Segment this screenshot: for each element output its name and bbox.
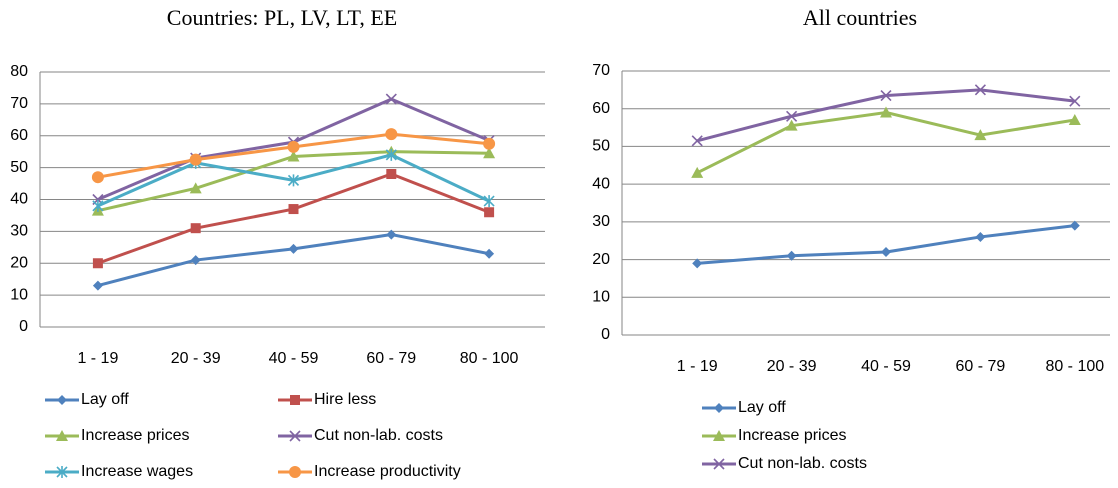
- data-point: [385, 128, 398, 141]
- legend-marker: [290, 395, 300, 405]
- data-point: [691, 135, 703, 147]
- x-tick-label: 80 - 100: [460, 350, 519, 367]
- legend-marker: [713, 430, 725, 441]
- x-tick-label: 40 - 59: [269, 350, 319, 367]
- data-point: [190, 255, 201, 266]
- legend-marker: [56, 466, 68, 478]
- data-point: [880, 106, 892, 118]
- legend-label: Cut non-lab. costs: [314, 427, 443, 444]
- data-point: [484, 248, 495, 259]
- data-point: [785, 119, 798, 131]
- chart-title: Countries: PL, LV, LT, EE: [167, 5, 397, 30]
- y-tick-label: 40: [10, 191, 28, 208]
- data-point: [786, 110, 798, 122]
- chart-title: All countries: [803, 5, 917, 30]
- data-point: [786, 250, 797, 261]
- y-tick-label: 30: [592, 213, 610, 230]
- legend-label: Hire less: [314, 391, 376, 408]
- y-tick-label: 70: [10, 95, 28, 112]
- legend-label: Lay off: [738, 399, 786, 416]
- legend-marker: [714, 403, 724, 413]
- data-point: [385, 93, 397, 105]
- data-point: [692, 258, 703, 269]
- data-point: [287, 140, 300, 153]
- y-tick-label: 50: [592, 138, 610, 155]
- data-point: [1068, 114, 1081, 126]
- legend-label: Increase prices: [81, 427, 190, 444]
- legend-marker: [57, 395, 67, 405]
- legend-marker: [713, 458, 725, 470]
- legend-label: Lay off: [81, 391, 129, 408]
- y-tick-label: 0: [601, 326, 610, 343]
- data-point: [288, 243, 299, 254]
- data-point: [288, 204, 299, 215]
- x-tick-label: 60 - 79: [366, 350, 416, 367]
- data-point: [91, 171, 104, 184]
- x-tick-label: 60 - 79: [955, 358, 1005, 375]
- x-tick-label: 1 - 19: [77, 350, 118, 367]
- x-tick-label: 40 - 59: [861, 358, 911, 375]
- x-tick-label: 20 - 39: [171, 350, 221, 367]
- data-point: [189, 153, 202, 166]
- y-tick-label: 10: [592, 289, 610, 306]
- y-tick-label: 30: [10, 223, 28, 240]
- data-point: [1069, 95, 1081, 107]
- data-point: [975, 231, 986, 242]
- data-point: [189, 182, 202, 194]
- y-tick-label: 10: [10, 286, 28, 303]
- data-point: [974, 129, 987, 141]
- series-line: [696, 110, 1076, 175]
- legend-label: Cut non-lab. costs: [738, 455, 867, 472]
- x-tick-label: 20 - 39: [767, 358, 817, 375]
- legend-label: Increase productivity: [314, 463, 461, 480]
- data-point: [483, 137, 496, 150]
- data-point: [385, 148, 397, 161]
- legend-label: Increase wages: [81, 463, 193, 480]
- data-point: [691, 166, 704, 178]
- y-tick-label: 60: [10, 127, 28, 144]
- legend-marker: [289, 430, 301, 442]
- y-tick-label: 20: [10, 254, 28, 271]
- y-tick-label: 60: [592, 100, 610, 117]
- legend-marker: [56, 430, 68, 441]
- y-tick-label: 50: [10, 159, 28, 176]
- data-point: [483, 147, 496, 159]
- x-tick-label: 80 - 100: [1045, 358, 1104, 375]
- data-point: [287, 150, 300, 162]
- y-tick-label: 40: [592, 175, 610, 192]
- data-point: [386, 169, 397, 179]
- y-tick-label: 20: [592, 251, 610, 268]
- x-tick-label: 1 - 19: [677, 358, 718, 375]
- data-point: [974, 84, 986, 96]
- data-point: [190, 223, 201, 234]
- data-point: [92, 258, 103, 269]
- y-tick-label: 70: [592, 62, 610, 79]
- series-line: [697, 224, 1075, 265]
- data-point: [287, 174, 300, 187]
- data-point: [880, 89, 892, 102]
- data-point: [386, 229, 397, 240]
- data-point: [881, 247, 891, 258]
- y-tick-label: 0: [19, 318, 28, 335]
- data-point: [1069, 220, 1080, 231]
- data-point: [92, 199, 104, 212]
- data-point: [484, 207, 495, 218]
- data-point: [92, 280, 103, 291]
- y-tick-label: 80: [10, 63, 28, 80]
- data-point: [483, 195, 495, 208]
- legend-label: Increase prices: [738, 427, 847, 444]
- legend-marker: [289, 466, 301, 478]
